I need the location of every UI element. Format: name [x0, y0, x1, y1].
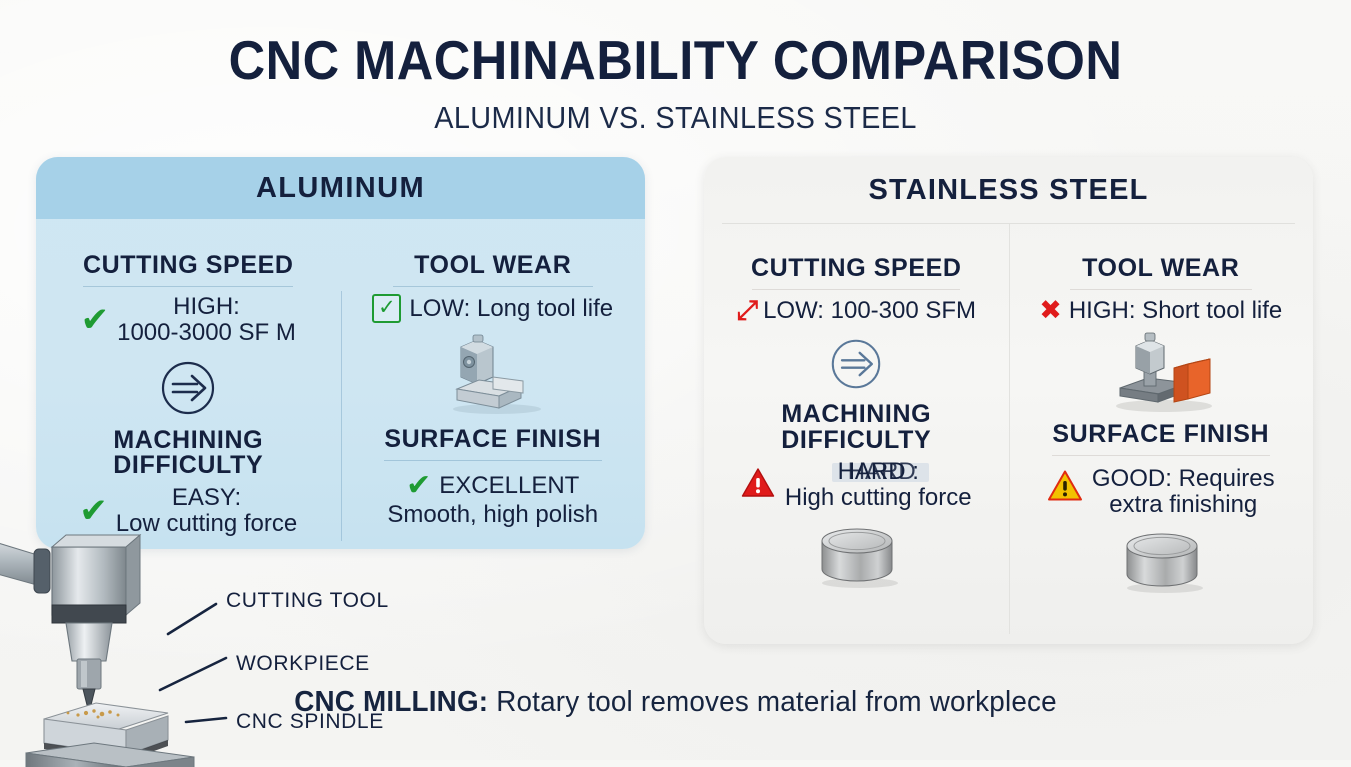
- page-title: CNC MACHINABILITY COMPARISON: [228, 29, 1123, 91]
- leader-line-cnc-spindle: [184, 716, 228, 724]
- caption-lead: CNC MILLING:: [294, 686, 489, 718]
- section-stainless-machining-difficulty: MACHINING DIFFICULTY HARD : HARD :: [704, 400, 1009, 511]
- section-value-line2: Low cutting force: [115, 509, 298, 537]
- tool-holder-icon: [452, 334, 541, 414]
- machine-label-cnc-spindle: CNC SPINDLE: [236, 710, 384, 733]
- panel-aluminum: ALUMINUM CUTTING SPEED ✔ HIGH: 1000-3000…: [36, 157, 645, 549]
- machine-label-cutting-tool: CUTTING TOOL: [226, 589, 389, 612]
- section-heading-line1: MACHINING: [781, 400, 932, 428]
- check-icon: ✔: [80, 300, 110, 339]
- amber-warning-triangle-icon: [1047, 470, 1082, 501]
- section-heading-line1: MACHINING: [113, 425, 264, 454]
- panel-stainless-columns: CUTTING SPEED ⤢ LOW: 100-300 SFM MACHINI…: [704, 224, 1313, 644]
- check-icon: ✔: [406, 469, 432, 502]
- panel-header-rule: [722, 223, 1295, 224]
- leader-line-cutting-tool: [166, 602, 218, 636]
- panel-stainless-header: STAINLESS STEEL: [704, 157, 1313, 223]
- section-value-line2: 1000-3000 SF M: [117, 318, 296, 346]
- section-heading: CUTTING SPEED: [750, 254, 962, 282]
- column-divider: [340, 291, 342, 541]
- section-value-line1: HARD :: [837, 458, 919, 485]
- section-value-line1: LOW: Long tool life: [409, 294, 614, 322]
- section-rule: [392, 286, 593, 287]
- panel-stainless-title: STAINLESS STEEL: [868, 173, 1149, 206]
- section-heading: MACHINING DIFFICULTY: [113, 425, 264, 480]
- section-stainless-tool-wear: TOOL WEAR ✖ HIGH: Short tool life: [1009, 254, 1314, 324]
- page-subtitle: ALUMINUM VS. STAINLESS STEEL: [434, 100, 917, 135]
- x-mark-icon: ✖: [1039, 295, 1062, 325]
- glitch-ghost-text: HARD :: [847, 458, 916, 511]
- aluminum-left-column: CUTTING SPEED ✔ HIGH: 1000-3000 SF M: [36, 219, 341, 549]
- section-value-line1: HIGH: Short tool life: [1068, 296, 1283, 324]
- aluminum-right-column: TOOL WEAR ✓ LOW: Long tool life: [341, 219, 646, 549]
- section-heading: TOOL WEAR: [1082, 254, 1240, 282]
- section-heading-line2: DIFFICULTY: [781, 425, 932, 454]
- section-rule: [383, 460, 602, 461]
- panel-stainless-steel: STAINLESS STEEL CUTTING SPEED ⤢ LOW: 100…: [704, 157, 1313, 644]
- column-divider: [1008, 224, 1010, 634]
- section-heading: MACHINING DIFFICULTY: [781, 400, 932, 454]
- leader-line-workpiece: [158, 656, 228, 692]
- panel-aluminum-header: ALUMINUM: [36, 157, 645, 219]
- footer-caption: CNC MILLING: Rotary tool removes materia…: [27, 686, 1324, 719]
- section-value-line1: EASY:: [171, 483, 242, 511]
- section-rule: [1051, 455, 1270, 456]
- stainless-left-column: CUTTING SPEED ⤢ LOW: 100-300 SFM MACHINI…: [704, 224, 1009, 644]
- circled-arrow-icon: [162, 361, 215, 414]
- spindle-and-workpiece-icon: [1115, 332, 1212, 412]
- section-aluminum-machining-difficulty: MACHINING DIFFICULTY ✔ EASY: Low cutting…: [36, 425, 341, 537]
- circled-arrow-icon: [832, 339, 881, 389]
- panel-aluminum-title: ALUMINUM: [255, 171, 426, 204]
- section-value-line2: Smooth, high polish: [387, 501, 599, 528]
- machine-label-workpiece: WORKPIECE: [236, 652, 370, 675]
- section-value-line2: extra finishing: [1109, 490, 1258, 518]
- glitch-highlight: [831, 463, 929, 482]
- section-stainless-cutting-speed: CUTTING SPEED ⤢ LOW: 100-300 SFM: [704, 254, 1009, 324]
- label-leader-lines: [158, 602, 228, 724]
- section-rule: [752, 289, 961, 290]
- panel-aluminum-columns: CUTTING SPEED ✔ HIGH: 1000-3000 SF M: [36, 219, 645, 549]
- section-heading: CUTTING SPEED: [82, 251, 294, 279]
- stainless-right-column: TOOL WEAR ✖ HIGH: Short tool life: [1009, 224, 1314, 644]
- check-icon: ✔: [79, 491, 108, 530]
- section-value-line2: High cutting force: [784, 483, 972, 511]
- caption-rest: Rotary tool removes material from workpl…: [488, 686, 1057, 718]
- metal-cylinder-icon: [821, 528, 899, 588]
- metal-cylinder-icon: [1126, 533, 1203, 593]
- section-value-line1: HIGH:: [173, 293, 240, 320]
- section-heading-line2: DIFFICULTY: [113, 451, 264, 480]
- section-value-line1: GOOD: Requires: [1091, 465, 1275, 492]
- section-rule: [1069, 289, 1252, 290]
- red-warning-triangle-icon: [741, 468, 775, 497]
- arrow-down-right-icon: ⤢: [736, 295, 759, 325]
- section-rule: [83, 286, 294, 287]
- section-value-line1-glitched: HARD : HARD :: [831, 458, 929, 510]
- section-heading: TOOL WEAR: [414, 251, 572, 279]
- section-stainless-surface-finish: SURFACE FINISH GOOD: Requires extra fini…: [1009, 420, 1314, 518]
- section-aluminum-surface-finish: SURFACE FINISH ✔ EXCELLENT Smooth, high …: [341, 425, 646, 528]
- section-value-line1: LOW: 100-300 SFM: [763, 296, 977, 324]
- checkbox-checked-icon: ✓: [372, 294, 402, 323]
- section-value-line1: EXCELLENT: [439, 472, 580, 500]
- section-heading: SURFACE FINISH: [1052, 420, 1270, 448]
- section-aluminum-cutting-speed: CUTTING SPEED ✔ HIGH: 1000-3000 SF M: [36, 251, 341, 346]
- section-heading: SURFACE FINISH: [384, 425, 602, 453]
- section-aluminum-tool-wear: TOOL WEAR ✓ LOW: Long tool life: [341, 251, 646, 323]
